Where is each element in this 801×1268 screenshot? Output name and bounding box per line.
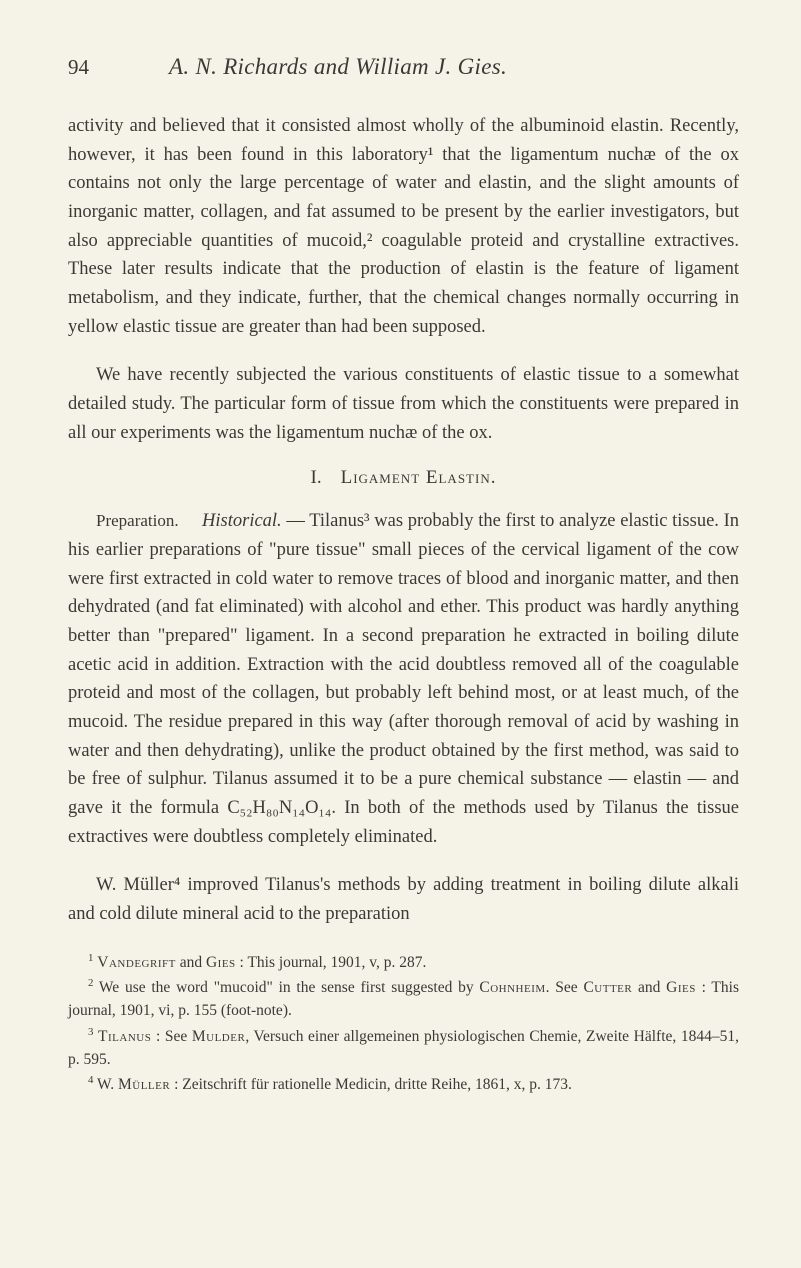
footnote-author: Gies <box>206 954 236 971</box>
footnote-author: Vandegrift <box>97 954 176 971</box>
footnote-text: and <box>176 954 206 971</box>
page-number: 94 <box>68 55 89 80</box>
footnote-author: Müller <box>118 1076 170 1093</box>
footnote-1: 1 Vandegrift and Gies : This journal, 19… <box>68 951 739 974</box>
paragraph-4: W. Müller⁴ improved Tilanus's methods by… <box>68 871 739 928</box>
footnote-author: Mulder <box>192 1028 245 1045</box>
footnote-2: 2 We use the word "mucoid" in the sense … <box>68 976 739 1023</box>
footnote-text: : This journal, 1901, v, p. 287. <box>236 954 427 971</box>
running-header: 94 A. N. Richards and William J. Gies. <box>68 54 739 80</box>
footnote-author: Cutter <box>583 979 632 996</box>
footnote-text: We use the word "mucoid" in the sense fi… <box>93 979 479 996</box>
paragraph-3-body: — Tilanus³ was probably the first to ana… <box>68 511 739 846</box>
footnote-text: and <box>632 979 666 996</box>
footnote-text: : See <box>151 1028 192 1045</box>
footnote-author: Cohnheim <box>479 979 545 996</box>
header-title: A. N. Richards and William J. Gies. <box>169 54 507 80</box>
section-title: Ligament Elastin. <box>341 467 497 488</box>
footnote-3: 3 Tilanus : See Mulder, Versuch einer al… <box>68 1025 739 1072</box>
paragraph-3: Preparation. Historical. — Tilanus³ was … <box>68 507 739 851</box>
footnote-author: Tilanus <box>98 1028 151 1045</box>
footnote-num: 3 <box>88 1025 93 1037</box>
paragraph-2: We have recently subjected the various c… <box>68 361 739 447</box>
paragraph-1: activity and believed that it consisted … <box>68 112 739 341</box>
footnote-author: Gies <box>666 979 696 996</box>
section-heading: I. Ligament Elastin. <box>68 467 739 489</box>
footnote-num: 1 <box>88 952 93 964</box>
footnote-4: 4 W. Müller : Zeitschrift für rationelle… <box>68 1073 739 1096</box>
footnote-text: W. <box>93 1076 118 1093</box>
section-number: I. <box>311 467 322 488</box>
footnotes-block: 1 Vandegrift and Gies : This journal, 19… <box>68 951 739 1097</box>
paragraph-italic: Historical. <box>202 511 282 531</box>
footnote-text: . See <box>546 979 584 996</box>
footnote-text: : Zeitschrift für rationelle Medicin, dr… <box>170 1076 572 1093</box>
paragraph-runin: Preparation. <box>96 511 179 530</box>
